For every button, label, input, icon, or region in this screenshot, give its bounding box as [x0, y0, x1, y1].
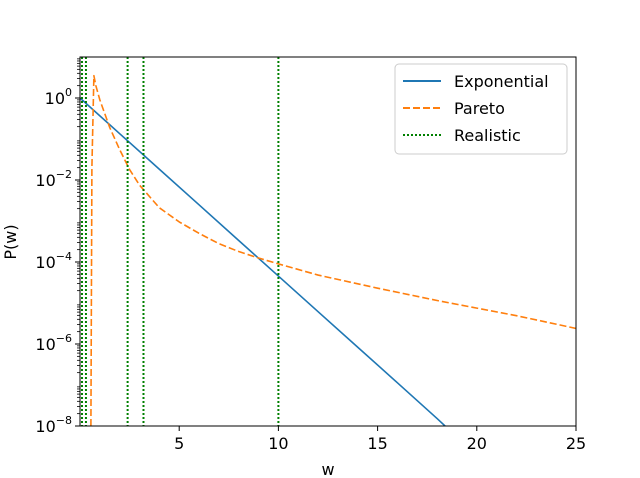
legend-label: Realistic	[454, 126, 521, 145]
x-tick-label: 15	[367, 434, 387, 453]
plot-frame	[79, 56, 577, 427]
legend-entries: Exponential Pareto Realistic	[403, 72, 549, 145]
y-tick-label: 100	[45, 86, 72, 108]
y-tick-label: 10−8	[35, 414, 72, 436]
legend-box	[394, 63, 568, 155]
legend: Exponential Pareto Realistic	[394, 63, 568, 155]
y-tick-label: 10−4	[35, 250, 72, 272]
series-exponential-line	[80, 97, 446, 426]
y-axis: 10−8 10−6 10−4 10−2 100	[35, 58, 80, 436]
y-tick-label: 10−6	[35, 332, 72, 354]
x-axis: 5 10 15 20 25	[174, 426, 586, 453]
legend-label: Exponential	[454, 72, 549, 91]
legend-label: Pareto	[454, 99, 505, 118]
y-axis-label: P(w)	[1, 224, 20, 259]
plot-series-layer	[80, 57, 576, 426]
x-tick-label: 20	[467, 434, 487, 453]
x-axis-label: w	[321, 460, 334, 478]
x-tick-label: 25	[566, 434, 586, 453]
x-tick-label: 10	[268, 434, 288, 453]
series-pareto-line	[90, 74, 576, 426]
y-tick-label: 10−2	[35, 168, 72, 190]
x-tick-label: 5	[174, 434, 184, 453]
